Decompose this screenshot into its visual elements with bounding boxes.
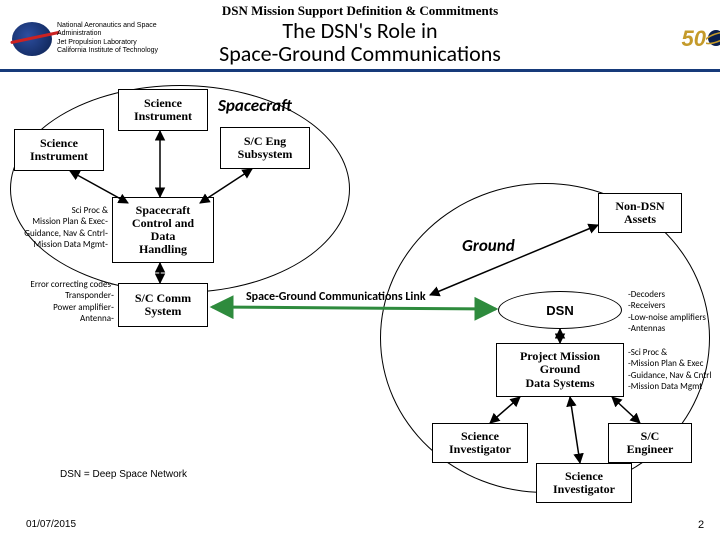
nasa-logo-icon — [12, 22, 52, 56]
note-text: Sci Proc & Mission Plan & Exec‑ Guidance… — [24, 205, 108, 250]
science-instrument-node: Science Instrument — [118, 89, 208, 131]
pmgds-annotation: -Sci Proc & -Mission Plan & Exec -Guidan… — [628, 347, 720, 392]
footnote: DSN = Deep Space Network — [60, 469, 187, 480]
science-investigator-node: Science Investigator — [536, 463, 632, 503]
sc-control-data-handling-node: Spacecraft Control and Data Handling — [112, 197, 214, 263]
org-text: National Aeronautics and Space Administr… — [57, 22, 187, 56]
title-line: Space-Ground Communications — [219, 40, 501, 67]
node-text: Science Investigator — [449, 430, 511, 456]
ground-label: Ground — [462, 235, 515, 256]
node-text: Science Instrument — [30, 137, 88, 163]
note-text: Error correcting codes‑ Transponder‑ Pow… — [30, 279, 114, 324]
non-dsn-assets-node: Non-DSN Assets — [598, 193, 682, 233]
badge-number: 50 — [682, 26, 706, 51]
spacecraft-label: Spacecraft — [218, 95, 292, 116]
diagram-stage: Spacecraft Ground Science Instrument Sci… — [0, 75, 720, 540]
anniversary-badge: 50 — [682, 26, 706, 52]
org-line: Administration — [57, 30, 101, 37]
node-text: Non-DSN Assets — [615, 200, 664, 226]
node-text: Project Mission Ground Data Systems — [520, 350, 600, 390]
sc-eng-subsystem-node: S/C Eng Subsystem — [220, 127, 310, 169]
header: National Aeronautics and Space Administr… — [0, 0, 720, 72]
project-mission-gds-node: Project Mission Ground Data Systems — [496, 343, 624, 397]
dsn-node: DSN — [498, 291, 622, 329]
badge-planet-icon — [706, 28, 720, 48]
node-text: Science Investigator — [553, 470, 615, 496]
node-text: Spacecraft Control and Data Handling — [132, 204, 194, 257]
page-number: 2 — [698, 519, 704, 531]
org-line: California Institute of Technology — [57, 47, 158, 54]
node-text: Science Instrument — [134, 97, 192, 123]
note-text: -Decoders -Receivers -Low-noise amplifie… — [628, 289, 706, 334]
node-text: DSN — [546, 303, 573, 318]
sc-engineer-node: S/C Engineer — [608, 423, 692, 463]
sc-comm-system-node: S/C Comm System — [118, 283, 208, 327]
comm-annotation: Error correcting codes‑ Transponder‑ Pow… — [4, 279, 114, 324]
science-investigator-node: Science Investigator — [432, 423, 528, 463]
date: 01/07/2015 — [26, 519, 76, 530]
science-instrument-node: Science Instrument — [14, 129, 104, 171]
scdh-annotation: Sci Proc & Mission Plan & Exec‑ Guidance… — [4, 205, 108, 250]
note-text: -Sci Proc & -Mission Plan & Exec -Guidan… — [628, 347, 711, 392]
org-line: National Aeronautics and Space — [57, 22, 157, 29]
link-label: Space-Ground Communications Link — [246, 290, 426, 304]
node-text: S/C Eng Subsystem — [238, 135, 293, 161]
dsn-annotation: -Decoders -Receivers -Low-noise amplifie… — [628, 289, 718, 334]
node-text: S/C Comm System — [135, 292, 191, 318]
org-line: Jet Propulsion Laboratory — [57, 39, 137, 46]
node-text: S/C Engineer — [627, 430, 674, 456]
